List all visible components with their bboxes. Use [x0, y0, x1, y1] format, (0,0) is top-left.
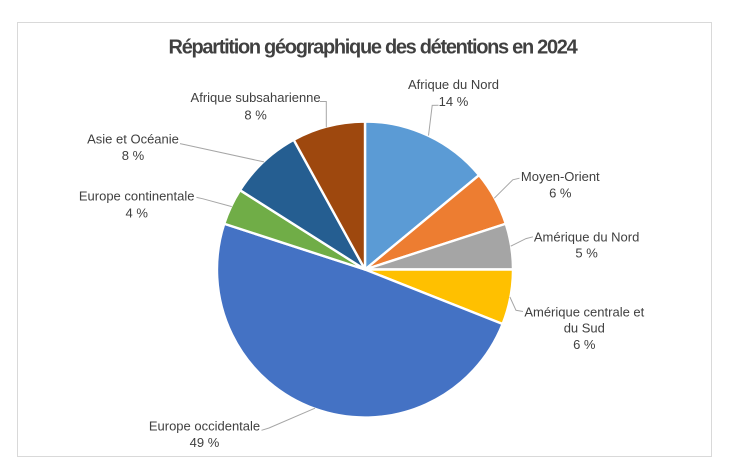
svg-text:Amérique du Nord: Amérique du Nord: [534, 229, 640, 244]
svg-text:Amérique centrale et: Amérique centrale et: [524, 304, 644, 319]
svg-text:8 %: 8 %: [122, 148, 145, 163]
svg-text:5 %: 5 %: [575, 246, 598, 261]
svg-text:Europe occidentale: Europe occidentale: [149, 418, 260, 433]
svg-text:Moyen-Orient: Moyen-Orient: [521, 169, 600, 184]
svg-text:Europe continentale: Europe continentale: [79, 189, 195, 204]
svg-text:Afrique du Nord: Afrique du Nord: [408, 77, 499, 92]
svg-text:6 %: 6 %: [573, 337, 596, 352]
svg-text:49 %: 49 %: [190, 435, 220, 450]
svg-text:14 %: 14 %: [439, 94, 469, 109]
svg-text:8 %: 8 %: [244, 108, 267, 123]
svg-text:4 %: 4 %: [125, 205, 148, 220]
svg-text:6 %: 6 %: [549, 185, 572, 200]
svg-text:Répartition géographique des d: Répartition géographique des détentions …: [169, 36, 579, 58]
svg-text:Asie et Océanie: Asie et Océanie: [87, 132, 179, 147]
svg-text:du Sud: du Sud: [564, 321, 605, 336]
svg-text:Afrique subsaharienne: Afrique subsaharienne: [191, 90, 321, 105]
